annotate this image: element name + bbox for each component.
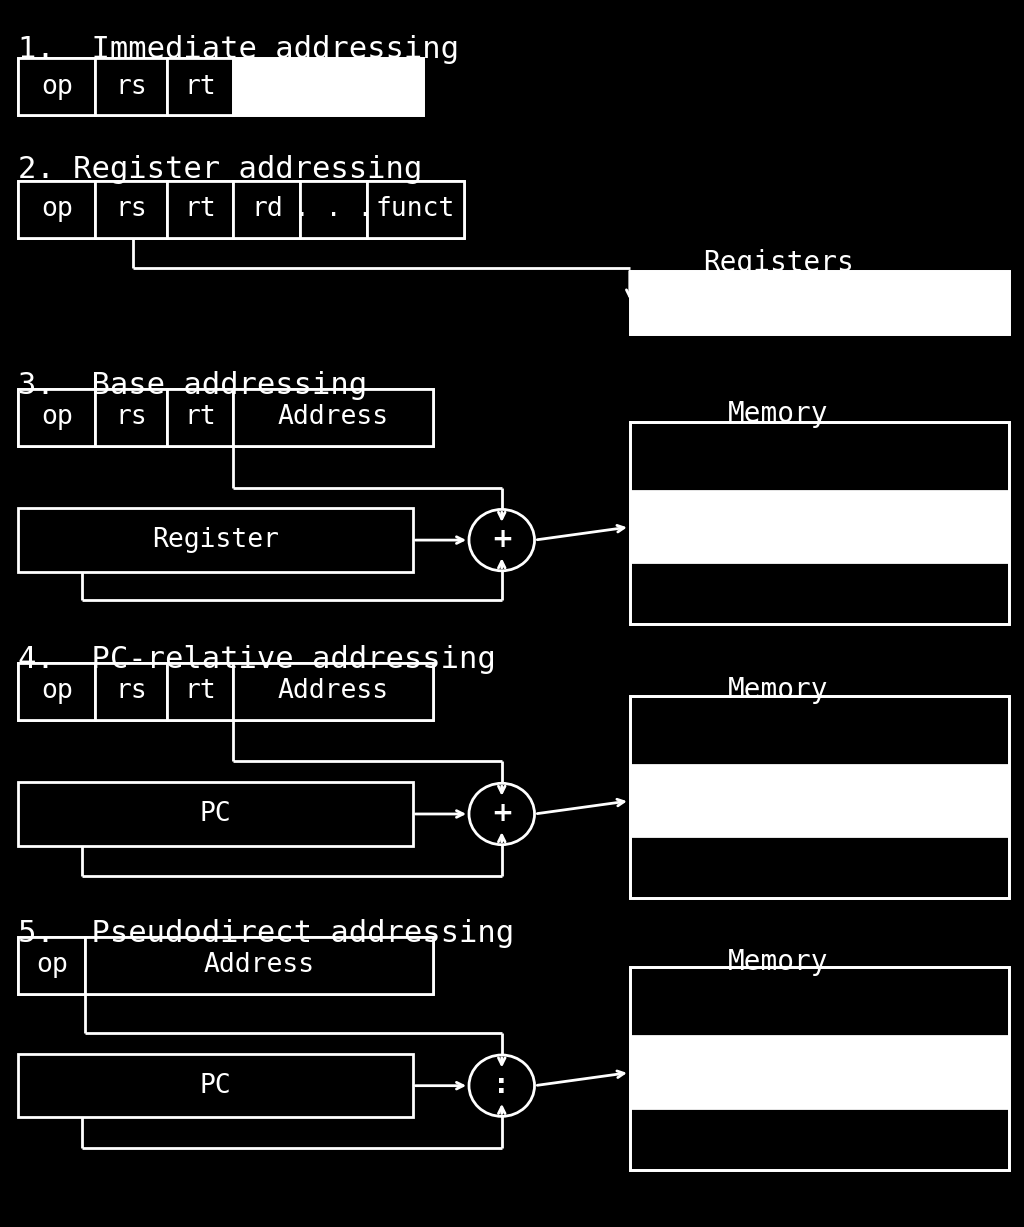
Text: Address: Address — [278, 405, 389, 431]
Ellipse shape — [469, 1055, 535, 1117]
Text: op: op — [36, 952, 68, 978]
Bar — [18, 58, 95, 115]
Bar — [167, 58, 233, 115]
Bar — [18, 663, 95, 720]
Text: op: op — [41, 679, 73, 704]
Text: Registers: Registers — [702, 249, 854, 277]
Bar — [18, 936, 85, 994]
Text: Register: Register — [152, 528, 280, 553]
Text: PC: PC — [200, 1072, 231, 1098]
Text: op: op — [41, 74, 73, 99]
Bar — [630, 491, 1009, 562]
Bar — [167, 663, 233, 720]
Text: +: + — [490, 801, 513, 827]
Bar — [630, 764, 1009, 836]
Bar — [95, 663, 167, 720]
Bar — [18, 508, 413, 572]
Bar — [95, 58, 167, 115]
Text: rs: rs — [115, 74, 147, 99]
Text: rs: rs — [115, 679, 147, 704]
Bar — [233, 663, 433, 720]
Bar — [630, 967, 1009, 1171]
Text: Memory: Memory — [728, 676, 828, 704]
Bar — [95, 180, 167, 238]
Text: Address: Address — [204, 952, 314, 978]
Text: Address: Address — [278, 679, 389, 704]
Text: . . .: . . . — [294, 196, 373, 222]
Bar — [630, 1037, 1009, 1108]
Bar — [18, 1054, 413, 1118]
Bar — [630, 271, 1009, 334]
Text: +: + — [490, 528, 513, 553]
Text: rd: rd — [251, 196, 283, 222]
Text: rt: rt — [184, 74, 216, 99]
Text: rs: rs — [115, 196, 147, 222]
Bar — [18, 663, 433, 720]
Bar — [233, 58, 423, 115]
Bar — [233, 180, 300, 238]
Bar — [18, 389, 433, 445]
Bar — [18, 783, 413, 845]
Text: 2. Register addressing: 2. Register addressing — [18, 156, 423, 184]
Bar — [18, 180, 464, 238]
Bar — [630, 422, 1009, 625]
Bar — [167, 180, 233, 238]
Text: op: op — [41, 405, 73, 431]
Text: rt: rt — [184, 405, 216, 431]
Bar — [18, 389, 95, 445]
Text: Memory: Memory — [728, 400, 828, 428]
Bar — [95, 389, 167, 445]
Bar — [18, 180, 95, 238]
Bar — [18, 936, 433, 994]
Text: rs: rs — [115, 405, 147, 431]
Text: PC: PC — [200, 801, 231, 827]
Bar — [233, 389, 433, 445]
Bar — [630, 967, 1009, 1171]
Bar — [630, 696, 1009, 898]
Text: 3.  Base addressing: 3. Base addressing — [18, 371, 368, 400]
Text: funct: funct — [376, 196, 455, 222]
Text: rt: rt — [184, 196, 216, 222]
Text: op: op — [41, 196, 73, 222]
Bar — [300, 180, 367, 238]
Bar — [630, 696, 1009, 898]
Bar — [85, 936, 433, 994]
Text: :: : — [497, 1072, 507, 1098]
Ellipse shape — [469, 509, 535, 571]
Text: 1.  Immediate addressing: 1. Immediate addressing — [18, 34, 460, 64]
Ellipse shape — [469, 783, 535, 844]
Text: Memory: Memory — [728, 948, 828, 975]
Bar — [630, 271, 1009, 334]
Bar — [18, 58, 423, 115]
Bar — [367, 180, 464, 238]
Text: 5.  Pseudodirect addressing: 5. Pseudodirect addressing — [18, 919, 514, 948]
Bar — [167, 389, 233, 445]
Text: rt: rt — [184, 679, 216, 704]
Bar — [630, 422, 1009, 625]
Text: 4.  PC-relative addressing: 4. PC-relative addressing — [18, 645, 497, 674]
